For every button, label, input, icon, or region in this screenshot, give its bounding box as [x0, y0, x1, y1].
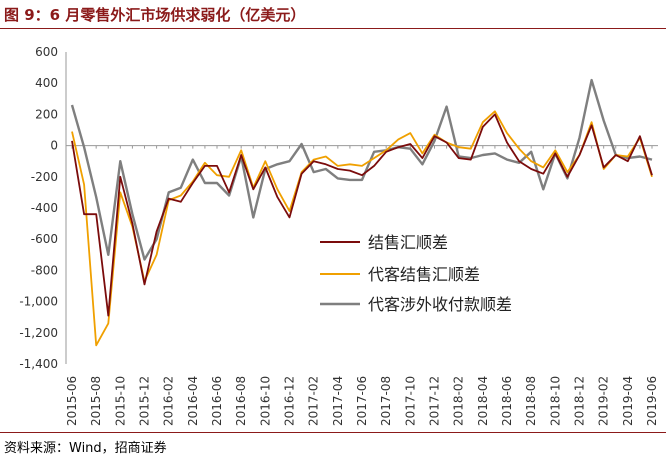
y-tick-label: -200 — [31, 170, 58, 184]
y-tick-label: 0 — [50, 139, 58, 153]
x-tick-label: 2017-06 — [355, 376, 369, 426]
x-tick-label: 2017-12 — [428, 376, 442, 426]
x-tick-label: 2015-08 — [89, 376, 103, 426]
series-group — [70, 78, 653, 347]
source-note: 资料来源：Wind，招商证券 — [4, 441, 167, 456]
x-tick-label: 2019-02 — [597, 376, 611, 426]
y-tick-label: -400 — [31, 201, 58, 215]
title-rule — [0, 28, 666, 29]
x-tick-label: 2018-04 — [476, 376, 490, 426]
x-tick-label: 2016-10 — [258, 376, 272, 426]
x-tick-label: 2018-02 — [452, 376, 466, 426]
x-tick-label: 2018-10 — [548, 376, 562, 426]
y-tick-label: 600 — [35, 45, 58, 59]
x-tick-label: 2018-12 — [573, 376, 587, 426]
figure-title: 图 9：6 月零售外汇市场供求弱化（亿美元） — [4, 6, 306, 24]
x-tick-label: 2016-04 — [186, 376, 200, 426]
x-tick-label: 2017-08 — [379, 376, 393, 426]
x-tick-label: 2017-04 — [331, 376, 345, 426]
y-axis: 600 400 200 0 -200 -400 -600 -800 -1,000 -1,200 -1… — [19, 45, 67, 371]
y-tick-label: -1,400 — [19, 357, 58, 371]
y-tick-label: 400 — [35, 76, 58, 90]
x-tick-label: 2015-10 — [113, 376, 127, 426]
x-tick-label: 2015-12 — [138, 376, 152, 426]
series-line — [71, 113, 653, 317]
x-tick-label: 2019-06 — [645, 376, 659, 426]
legend-label: 代客涉外收付款顺差 — [368, 295, 512, 314]
x-tick-label: 2016-08 — [234, 376, 248, 426]
footer-rule — [0, 432, 666, 433]
y-tick-label: 200 — [35, 107, 58, 121]
x-tick-label: 2015-06 — [65, 376, 79, 426]
x-tick-label: 2016-06 — [210, 376, 224, 426]
y-tick-label: -1,200 — [19, 326, 58, 340]
legend-label: 结售汇顺差 — [368, 233, 448, 252]
x-tick-label: 2018-06 — [500, 376, 514, 426]
legend-label: 代客结售汇顺差 — [368, 265, 480, 284]
x-tick-label: 2016-12 — [283, 376, 297, 426]
x-axis: 2015-06 2015-08 2015-10 2015-12 2016-02 2016-… — [65, 145, 659, 426]
x-tick-label: 2019-04 — [621, 376, 635, 426]
x-tick-label: 2018-08 — [524, 376, 538, 426]
x-tick-label: 2016-02 — [162, 376, 176, 426]
y-tick-label: -600 — [31, 232, 58, 246]
series-line — [70, 78, 653, 261]
line-chart: 600 400 200 0 -200 -400 -600 -800 -1,000 -1,200 -1… — [19, 45, 659, 426]
x-tick-label: 2017-02 — [307, 376, 321, 426]
y-tick-label: -1,000 — [19, 295, 58, 309]
x-tick-label: 2017-10 — [403, 376, 417, 426]
y-tick-label: -800 — [31, 263, 58, 277]
